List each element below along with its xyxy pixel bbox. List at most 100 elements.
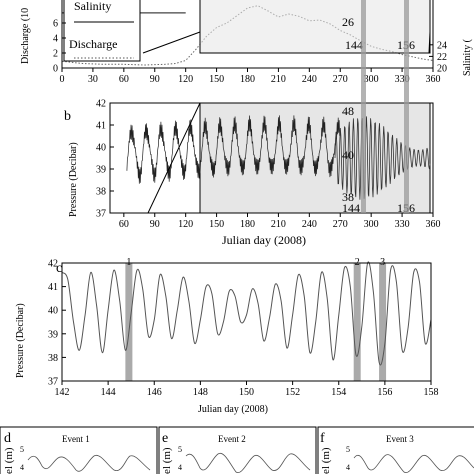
panel-b-ylabel: Pressure (Decibar) — [68, 142, 79, 217]
panel-b-1-xtick-label-8: 300 — [364, 219, 379, 230]
link-band-156 — [404, 0, 409, 213]
panel-b-inset-label-48: 48 — [342, 104, 354, 118]
panel-c-2-xtick-label-5: 152 — [285, 387, 300, 398]
panel-d-letter: d — [4, 431, 11, 446]
panel-b-y-tick-label-2: 39 — [96, 165, 106, 176]
panel-b-1-xtick-label-0: 60 — [119, 219, 129, 230]
panel-a-ylabel-right: Salinity ( — [462, 38, 473, 76]
panel-e: e Event 2 el (m) 5 4 — [158, 426, 317, 474]
panel-b-zoom-line-left — [147, 102, 201, 214]
panel-f-frame — [317, 426, 474, 474]
panel-a-y-tick-label-2: 4 — [53, 34, 58, 45]
panel-c-ylabel: Pressure (Decibar) — [15, 303, 26, 378]
panel-a-y-tick-label-3: 6 — [53, 19, 58, 30]
panel-c-x-ticks: 142 144 146 148 150 152 154 156 158 — [55, 381, 439, 398]
legend-salinity-label: Salinity — [74, 0, 111, 13]
panel-d: d Event 1 el (m) 5 4 — [0, 426, 158, 474]
panel-c-y-tick-label-0: 37 — [48, 377, 58, 388]
panel-b-y-tick-label-3: 40 — [96, 143, 106, 154]
panel-e-title: Event 2 — [218, 434, 246, 444]
panel-a-yr-tick-label-1: 22 — [437, 52, 447, 63]
panel-c-2-xtick-label-0: 142 — [55, 387, 70, 398]
panel-d-series — [27, 454, 151, 472]
panel-b-pressure-line — [126, 115, 341, 184]
panel-f-ytick-5: 5 — [346, 445, 350, 454]
panel-a-0-xtick-label-5: 150 — [209, 74, 224, 85]
panel-a-0-xtick-label-1: 30 — [88, 74, 98, 85]
panel-c-letter: c — [56, 261, 62, 276]
panel-a-y-tick-label-1: 2 — [53, 49, 58, 60]
panel-c-2-xtick-label-3: 148 — [193, 387, 208, 398]
panel-b-inset-label-144: 144 — [342, 201, 360, 215]
panel-a-ylabel: Discharge (10 — [20, 8, 31, 64]
panel-b-inset-label-38: 38 — [342, 190, 354, 204]
panel-b: 48 40 38 144 156 b Pressure (Decibar) Ju… — [64, 99, 441, 248]
panel-a-y-tick-label-0: 0 — [53, 64, 58, 75]
panel-c-xlabel: Julian day (2008) — [198, 404, 268, 415]
panel-b-1-xtick-label-3: 150 — [209, 219, 224, 230]
panel-f-letter: f — [320, 431, 325, 446]
panel-e-letter: e — [162, 431, 168, 446]
panel-c-event-band-1 — [125, 263, 133, 381]
panel-a-0-xtick-label-9: 270 — [333, 74, 348, 85]
panel-b-1-xtick-label-4: 180 — [240, 219, 255, 230]
panel-a-0-xtick-label-7: 210 — [271, 74, 286, 85]
panel-f-title: Event 3 — [386, 434, 414, 444]
panel-a-zoom-line-right — [428, 31, 431, 54]
panel-c-y-tick-label-3: 40 — [48, 306, 58, 317]
panel-a-0-xtick-label-10: 300 — [364, 74, 379, 85]
panel-f: f Event 3 el (m) 5 4 — [317, 426, 474, 474]
panel-a-y-ticks: 0 2 4 6 — [53, 19, 66, 75]
panel-b-1-xtick-label-9: 330 — [395, 219, 410, 230]
panel-a-0-xtick-label-8: 240 — [302, 74, 317, 85]
panel-c-event-band-3 — [379, 263, 387, 381]
panel-b-1-xtick-label-6: 240 — [302, 219, 317, 230]
panel-b-y-ticks: 37 38 39 40 41 42 — [96, 99, 114, 220]
panel-a-inset-box — [199, 0, 431, 54]
panel-a-0-xtick-label-12: 360 — [426, 74, 441, 85]
panel-f-ytick-4: 4 — [346, 463, 350, 472]
panel-e-series — [185, 452, 311, 474]
panel-c-2-xtick-label-1: 144 — [101, 387, 116, 398]
panel-a-0-xtick-label-11: 330 — [395, 74, 410, 85]
panel-b-1-xtick-label-5: 210 — [271, 219, 286, 230]
panel-a-0-xtick-label-0: 0 — [60, 74, 65, 85]
panel-c-y-ticks: 37 38 39 40 41 42 — [48, 259, 66, 388]
panel-a-0-xtick-label-3: 90 — [150, 74, 160, 85]
panel-d-title: Event 1 — [62, 434, 90, 444]
panel-c-event-band-2 — [353, 263, 361, 381]
panel-d-frame — [0, 426, 158, 474]
panel-b-y-tick-label-4: 41 — [96, 121, 106, 132]
panel-b-frame — [109, 102, 434, 214]
panel-c-2-xtick-label-7: 156 — [377, 387, 392, 398]
panel-e-ylabel: el (m) — [161, 447, 173, 474]
legend-discharge-label: Discharge — [69, 37, 117, 51]
panel-a-0-xtick-label-6: 180 — [240, 74, 255, 85]
panel-c-pressure-line — [61, 261, 432, 366]
panel-b-y-tick-label-5: 42 — [96, 99, 106, 110]
panel-a-yr-tick-label-2: 24 — [437, 40, 447, 51]
panel-a-legend: Salinity Discharge — [63, 0, 141, 62]
panel-a-zoom-line-left — [142, 31, 201, 54]
panel-f-series — [353, 454, 474, 474]
panel-c-series — [61, 261, 432, 366]
panel-a-0-xtick-label-2: 60 — [119, 74, 129, 85]
panel-b-1-xtick-label-2: 120 — [178, 219, 193, 230]
panel-d-ytick-4: 4 — [20, 463, 24, 472]
panel-c-y-tick-label-5: 42 — [48, 259, 58, 270]
panel-b-1-xtick-label-7: 270 — [333, 219, 348, 230]
panel-a-inset-label-26: 26 — [342, 15, 354, 29]
panel-a-0-xtick-label-4: 120 — [178, 74, 193, 85]
panel-b-inset-line — [334, 116, 431, 200]
panel-a-yr-tick-label-0: 20 — [437, 64, 447, 75]
panel-c-y-tick-label-2: 39 — [48, 329, 58, 340]
panel-c-2-xtick-label-6: 154 — [331, 387, 346, 398]
panel-b-1-xtick-label-10: 360 — [426, 219, 441, 230]
panel-b-x-ticks: 60 90 120 150 180 210 240 270 300 330 360 — [119, 213, 441, 230]
panel-e-frame — [158, 426, 317, 474]
panel-c-y-tick-label-1: 38 — [48, 353, 58, 364]
link-band-144 — [361, 0, 366, 213]
